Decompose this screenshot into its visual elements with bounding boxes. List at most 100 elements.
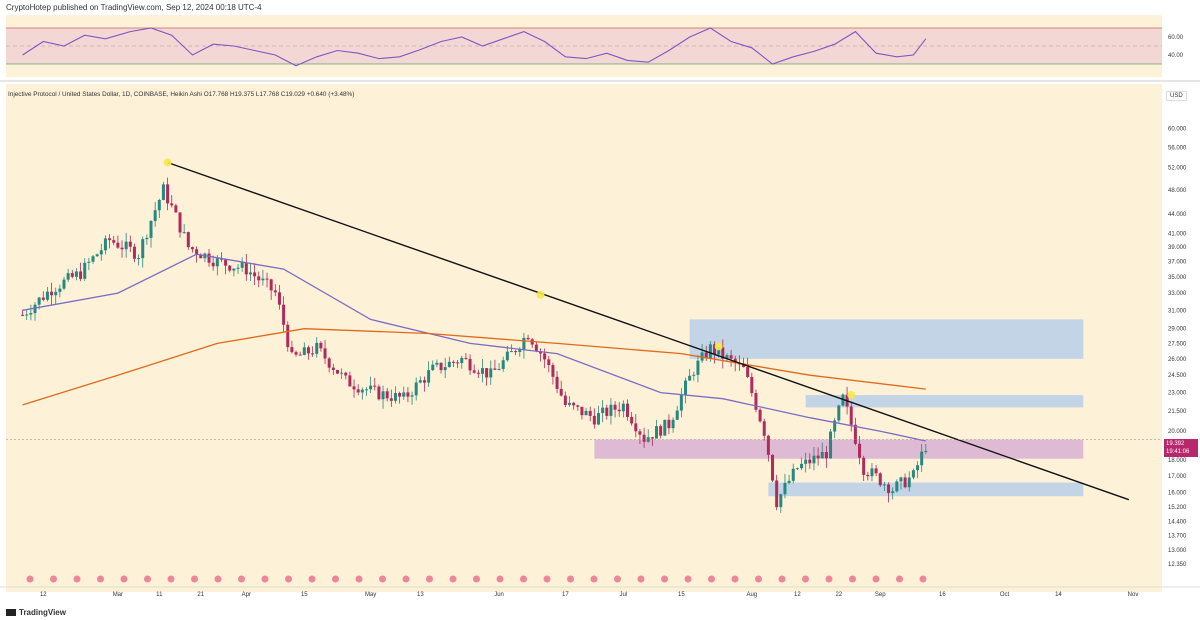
event-marker[interactable]	[614, 575, 621, 583]
event-marker[interactable]	[896, 575, 903, 583]
event-marker[interactable]	[97, 575, 104, 583]
event-marker[interactable]	[308, 575, 316, 583]
candle-body	[655, 426, 659, 439]
candle-body	[708, 344, 712, 359]
event-marker[interactable]	[919, 575, 927, 583]
event-marker[interactable]	[355, 575, 363, 583]
price-tick-label: 41.000	[1168, 231, 1187, 237]
event-marker[interactable]	[73, 575, 81, 583]
event-marker[interactable]	[261, 575, 269, 583]
candle-body	[103, 238, 107, 251]
candle-body	[277, 292, 281, 305]
candle-body	[435, 362, 439, 365]
event-marker[interactable]	[496, 575, 504, 583]
candle-body	[269, 279, 273, 291]
event-marker[interactable]	[708, 575, 715, 583]
candle-body	[335, 369, 339, 374]
candle-body	[29, 313, 33, 315]
time-axis[interactable]: 12 Mar 11 21 Apr 15 May 13 Jun 17 Jul 15 Aug 12 22 Sep 1…	[0, 586, 1200, 598]
event-marker[interactable]	[590, 575, 598, 583]
event-marker[interactable]	[426, 575, 433, 583]
time-tick-label: Jul	[620, 592, 628, 598]
candle-body	[638, 431, 642, 435]
swing-high-marker	[163, 158, 172, 167]
candle-body	[725, 355, 729, 359]
candle-body	[145, 237, 149, 240]
event-marker[interactable]	[755, 575, 762, 583]
candle-body	[327, 358, 331, 368]
event-marker[interactable]	[802, 575, 809, 583]
candle-body	[298, 354, 302, 356]
candle-body	[920, 451, 924, 466]
event-marker[interactable]	[214, 575, 222, 583]
candle-body	[853, 424, 857, 444]
candle-body	[116, 242, 120, 248]
price-tick-label: 31.000	[1168, 308, 1187, 314]
event-marker[interactable]	[379, 575, 386, 583]
price-tick-label: 37.000	[1168, 260, 1187, 266]
event-marker[interactable]	[473, 575, 480, 583]
candle-body	[816, 455, 820, 459]
candle-body	[534, 344, 538, 352]
tradingview-logo[interactable]: TradingView	[6, 608, 66, 617]
candle-body	[364, 389, 368, 391]
candle-body	[791, 468, 795, 481]
candle-body	[870, 468, 874, 477]
price-pane[interactable]	[6, 84, 1162, 592]
candle-body	[812, 455, 816, 464]
time-tick-label: Mar	[113, 592, 123, 598]
candle-body	[141, 239, 145, 259]
event-marker[interactable]	[26, 575, 34, 583]
event-marker[interactable]	[191, 575, 198, 583]
event-marker[interactable]	[332, 575, 339, 583]
candle-body	[729, 355, 733, 359]
event-marker[interactable]	[520, 575, 527, 583]
rsi-tick-label: 40.00	[1168, 53, 1184, 59]
candle-body	[800, 463, 804, 469]
event-marker[interactable]	[167, 575, 175, 583]
event-marker[interactable]	[402, 575, 410, 583]
candle-body	[25, 314, 29, 316]
price-axis[interactable]: 60.000 56.000 52.000 48.000 44.000 41.000 39.0…	[1162, 84, 1200, 592]
trendline[interactable]	[167, 161, 1130, 501]
candle-body	[248, 272, 252, 275]
event-marker[interactable]	[661, 575, 668, 583]
candle-body	[418, 380, 422, 383]
event-marker[interactable]	[825, 575, 833, 583]
last-price-countdown: 19:41:06	[1166, 449, 1190, 455]
candle-body	[439, 362, 443, 371]
candle-body	[663, 419, 667, 436]
price-tick-label: 60.000	[1168, 126, 1187, 132]
candle-body	[833, 420, 837, 432]
candle-body	[265, 278, 269, 280]
event-marker[interactable]	[449, 575, 457, 583]
candle-body	[132, 246, 136, 259]
event-marker[interactable]	[567, 575, 574, 583]
candle-body	[352, 386, 356, 390]
symbol-legend[interactable]: Injective Protocol / United States Dolla…	[8, 91, 355, 98]
candle-body	[485, 368, 489, 378]
event-marker[interactable]	[120, 575, 128, 583]
candle-body	[41, 297, 45, 300]
candle-body	[489, 368, 493, 378]
event-marker[interactable]	[684, 575, 692, 583]
time-tick-label: 21	[197, 592, 204, 598]
event-marker[interactable]	[637, 575, 645, 583]
event-marker[interactable]	[285, 575, 292, 583]
candle-body	[509, 351, 513, 353]
candle-body	[514, 351, 518, 353]
event-marker[interactable]	[731, 575, 739, 583]
event-marker[interactable]	[778, 575, 786, 583]
candle-body	[717, 347, 721, 355]
price-tick-label: 21.500	[1168, 409, 1187, 415]
event-marker[interactable]	[543, 575, 551, 583]
event-marker[interactable]	[50, 575, 57, 583]
event-marker[interactable]	[144, 575, 151, 583]
event-marker[interactable]	[238, 575, 245, 583]
swing-high-marker	[536, 290, 545, 299]
event-marker[interactable]	[872, 575, 880, 583]
candle-body	[675, 410, 679, 420]
event-marker[interactable]	[849, 575, 856, 583]
currency-label[interactable]: USD	[1166, 91, 1187, 101]
